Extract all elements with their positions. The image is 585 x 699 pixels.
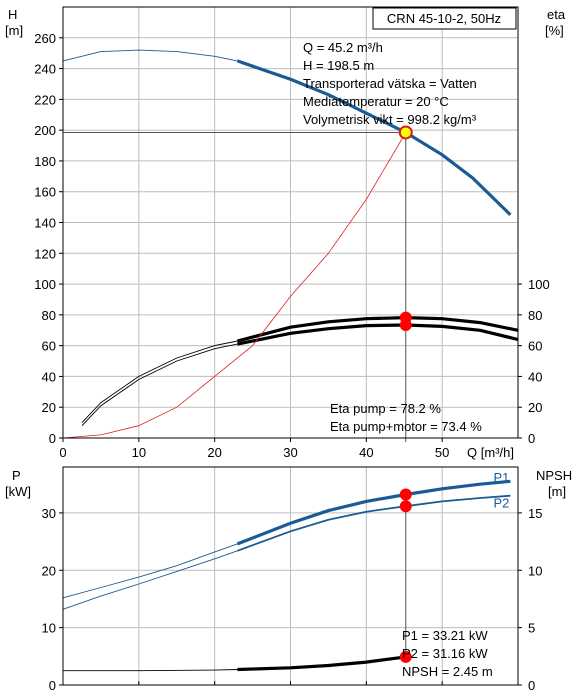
x-tick-label: 10 [132,445,146,460]
y-left-tick-label: 260 [34,31,56,46]
y-left-tick-label: 200 [34,123,56,138]
y-left-tick-label: 140 [34,216,56,231]
y-right-tick-label: 0 [528,678,535,693]
series-label: P2 [493,496,509,511]
x-tick-label: 40 [359,445,373,460]
y-right-tick-label: 80 [528,308,542,323]
y-left-tick-label: 10 [42,621,56,636]
title-box [372,7,517,30]
power-npsh-panel: 0 10 20 30 0 5 10 15 P[kW] NPSH[m] P1 P2 P1 = 33.21 … [5,466,572,693]
y-left-unit: [kW] [5,484,31,499]
marker-2 [399,650,412,663]
series-2-operating-line [236,315,519,343]
y-right-tick-label: 20 [528,400,542,415]
y-right-unit: [%] [545,23,564,38]
y-right-label: NPSH [536,468,572,483]
series-0-operating-line [236,479,511,546]
info-line: Mediatemperatur = 20 °C [303,94,449,109]
y-left-tick-label: 220 [34,92,56,107]
series-2-extended-line [63,669,238,672]
y-right-tick-label: 5 [528,621,535,636]
x-axis-label: Q [m³/h] [467,445,514,460]
y-right-tick-label: 100 [528,277,550,292]
y-left-tick-label: 0 [49,678,56,693]
y-left-label: H [8,7,17,22]
y-left-tick-label: 20 [42,563,56,578]
series-1-operating-line [237,323,519,346]
y-left-tick-label: 120 [34,246,56,261]
y-left-label: P [12,468,21,483]
eta-label: Eta pump = 78.2 % [330,401,441,416]
chart-title: CRN 45-10-2, 50Hz [387,11,501,26]
x-tick-label: 0 [59,445,66,460]
marker-0 [398,125,413,140]
y-right-tick-label: 0 [528,431,535,446]
y-left-tick-label: 40 [42,369,56,384]
info-line: Volymetrisk vikt = 998.2 kg/m³ [303,112,477,127]
series-1-extended-line [62,550,238,610]
series-2-extended-line [81,340,238,423]
y-left-tick-label: 80 [42,308,56,323]
series-3-extended-line [62,132,407,439]
series-0-operating-line [236,59,512,216]
marker-0 [399,488,412,501]
x-tick-label: 30 [283,445,297,460]
head-efficiency-panel: 0204060801001201401601802002202402600204… [5,6,566,460]
eta-label: Eta pump+motor = 73.4 % [330,419,482,434]
y-right-tick-label: 10 [528,563,542,578]
y-left-tick-label: 0 [49,431,56,446]
x-tick-label: 20 [207,445,221,460]
x-tick-label: 50 [435,445,449,460]
series-0-extended-line [62,49,238,62]
marker-2 [399,319,412,332]
y-left-tick-label: 60 [42,339,56,354]
y-right-tick-label: 60 [528,339,542,354]
series-2-operating-line [237,655,407,672]
info-line: H = 198.5 m [303,58,374,73]
marker-1 [399,500,412,513]
y-left-tick-label: 240 [34,62,56,77]
y-left-unit: [m] [5,23,23,38]
y-right-label: eta [547,7,566,22]
info-line: NPSH = 2.45 m [402,664,493,679]
info-line: P1 = 33.21 kW [402,628,488,643]
info-line: P2 = 31.16 kW [402,646,488,661]
y-left-tick-label: 20 [42,400,56,415]
series-0-extended-line [62,543,238,599]
y-left-tick-label: 100 [34,277,56,292]
y-left-tick-label: 30 [42,506,56,521]
y-left-tick-label: 180 [34,154,56,169]
info-line: Transporterad vätska = Vatten [303,76,477,91]
series-1-operating-line [237,494,511,552]
info-line: Q = 45.2 m³/h [303,40,383,55]
y-right-tick-label: 15 [528,506,542,521]
series-label: P1 [493,470,509,485]
y-left-tick-label: 160 [34,185,56,200]
y-right-unit: [m] [548,484,566,499]
y-right-tick-label: 40 [528,369,542,384]
series-1-extended-line [81,343,238,427]
